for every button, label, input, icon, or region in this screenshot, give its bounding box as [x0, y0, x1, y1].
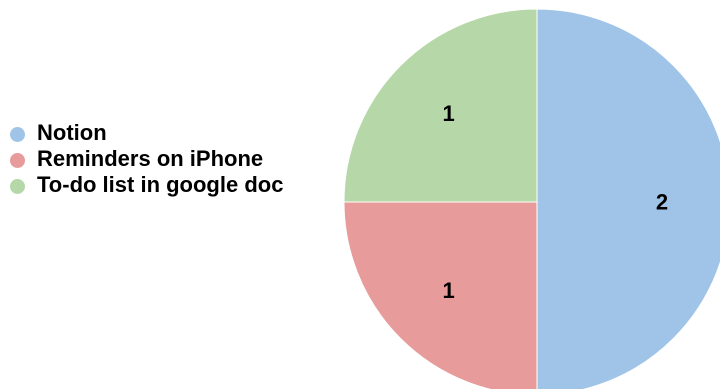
legend: Notion Reminders on iPhone To-do list in… [10, 122, 310, 200]
legend-item-notion: Notion [10, 122, 310, 144]
legend-swatch-todo-doc [10, 179, 25, 194]
slice-label-reminders: 1 [442, 278, 454, 303]
legend-label-notion: Notion [37, 120, 107, 145]
pie-slice-todo-doc [343, 8, 538, 203]
legend-swatch-notion [10, 127, 25, 142]
legend-label-todo-doc: To-do list in google doc [37, 172, 284, 197]
pie-slice-notion [536, 8, 720, 389]
legend-swatch-reminders [10, 153, 25, 168]
slice-label-todo-doc: 1 [442, 101, 454, 126]
legend-label-reminders: Reminders on iPhone [37, 146, 264, 171]
pie-slice-reminders [343, 201, 538, 389]
legend-item-reminders: Reminders on iPhone [10, 148, 310, 170]
legend-item-todo-doc: To-do list in google doc [10, 174, 310, 196]
slice-label-notion: 2 [656, 190, 668, 215]
